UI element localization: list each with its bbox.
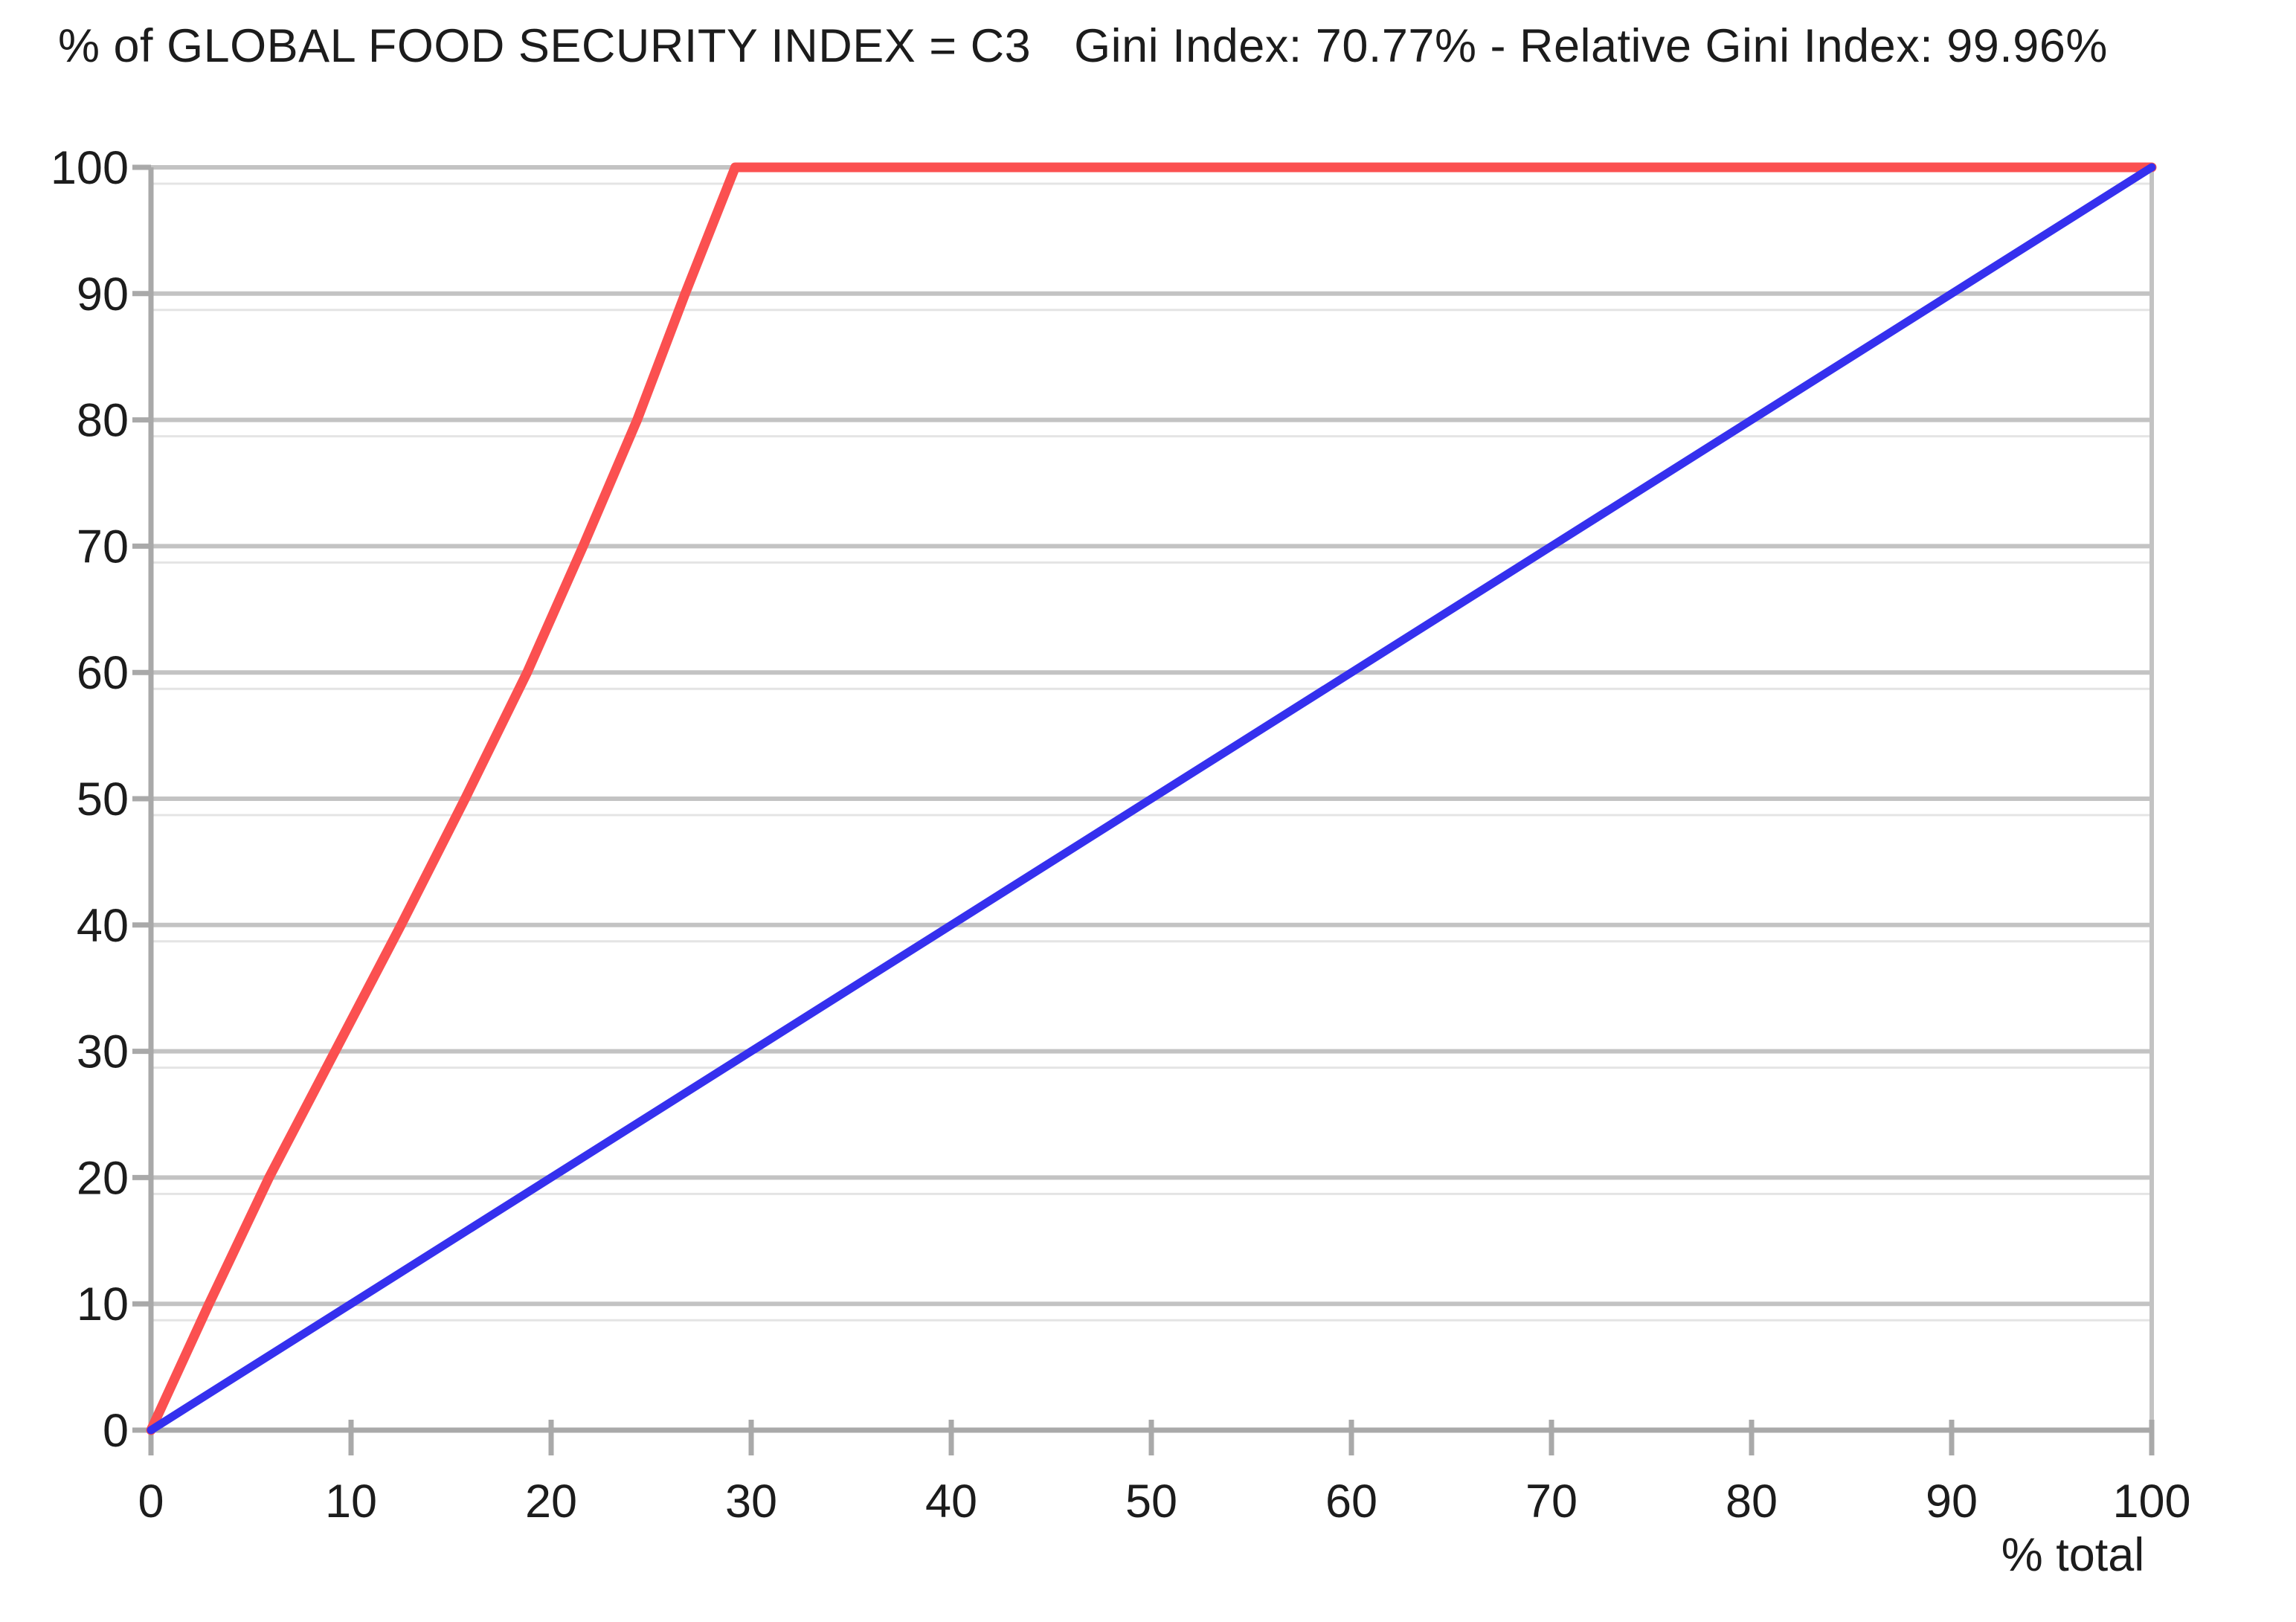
y-tick-label: 60 [77,647,129,699]
y-tick-label: 10 [77,1278,129,1330]
y-tick-label: 80 [77,395,129,447]
y-tick-label: 100 [51,142,129,194]
x-tick-label: 80 [1726,1475,1778,1528]
chart-title-main: % of GLOBAL FOOD SECURITY INDEX = C3 [58,20,1032,72]
y-tick-label: 20 [77,1152,129,1204]
y-tick-label: 90 [77,268,129,321]
x-axis-title: % total [2001,1529,2145,1581]
y-tick-label: 50 [77,773,129,826]
equality-line [147,163,2156,1435]
x-tick-label: 100 [2112,1475,2190,1528]
x-tick-label: 50 [1125,1475,1177,1528]
x-tick-label: 0 [138,1475,164,1528]
x-tick-label: 10 [325,1475,377,1528]
y-tick-label: 70 [77,521,129,573]
x-tick-label: 60 [1325,1475,1377,1528]
x-tick-label: 30 [725,1475,777,1528]
x-tick-label: 40 [925,1475,977,1528]
y-tick-label: 0 [103,1405,129,1457]
y-tick-label: 40 [77,900,129,952]
x-tick-label: 90 [1926,1475,1978,1528]
concentration-curve [146,162,2157,1435]
y-tick-label: 30 [77,1026,129,1078]
chart-title-gini-stats: Gini Index: 70.77% - Relative Gini Index… [1074,20,2108,72]
x-tick-label: 70 [1525,1475,1578,1528]
x-tick-label: 20 [525,1475,577,1528]
chart-title: % of GLOBAL FOOD SECURITY INDEX = C3 Gin… [58,19,2260,73]
